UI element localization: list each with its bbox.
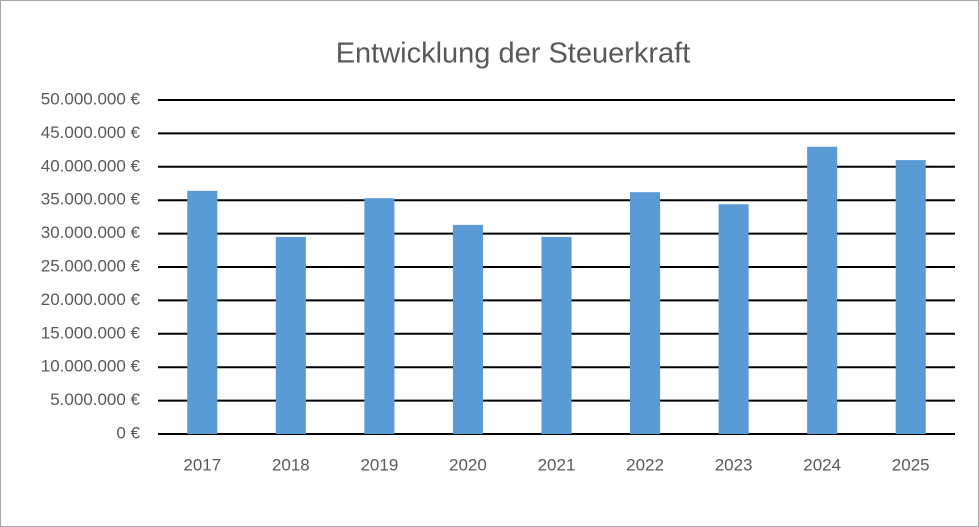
- bar: [895, 160, 926, 434]
- y-tick-label: 15.000.000 €: [41, 323, 141, 342]
- bar: [187, 190, 218, 434]
- bar: [364, 198, 395, 434]
- bar: [275, 236, 306, 434]
- bar: [807, 146, 838, 434]
- y-tick-label: 5.000.000 €: [50, 390, 140, 409]
- x-tick-label: 2025: [892, 455, 930, 474]
- y-tick-label: 50.000.000 €: [41, 89, 141, 108]
- y-tick-label: 40.000.000 €: [41, 156, 141, 175]
- x-tick-label: 2023: [715, 455, 753, 474]
- chart-title: Entwicklung der Steuerkraft: [336, 38, 691, 70]
- y-tick-label: 20.000.000 €: [41, 290, 141, 309]
- bar: [630, 192, 661, 434]
- x-tick-label: 2019: [360, 455, 398, 474]
- x-tick-label: 2024: [803, 455, 841, 474]
- bar: [541, 236, 572, 434]
- x-tick-label: 2022: [626, 455, 664, 474]
- x-tick-label: 2017: [183, 455, 221, 474]
- bar: [718, 204, 749, 434]
- bar: [452, 224, 483, 434]
- x-tick-label: 2020: [449, 455, 487, 474]
- x-tick-label: 2018: [272, 455, 310, 474]
- y-tick-label: 0 €: [116, 423, 140, 442]
- y-tick-label: 35.000.000 €: [41, 190, 141, 209]
- y-tick-label: 30.000.000 €: [41, 223, 141, 242]
- y-tick-label: 10.000.000 €: [41, 357, 141, 376]
- y-tick-label: 45.000.000 €: [41, 123, 141, 142]
- x-tick-label: 2021: [538, 455, 576, 474]
- y-tick-label: 25.000.000 €: [41, 256, 141, 275]
